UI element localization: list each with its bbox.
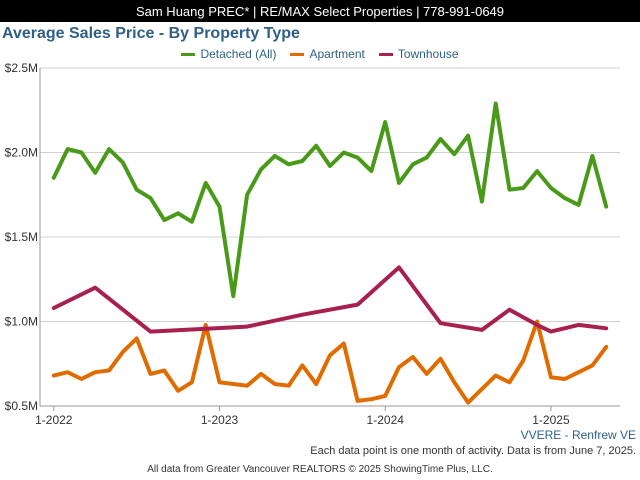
series-line-townhouse — [51, 265, 609, 334]
legend-item-detached[interactable]: Detached (All) — [181, 46, 276, 62]
series-lines — [51, 101, 609, 405]
agent-banner-text: Sam Huang PREC* | RE/MAX Select Properti… — [135, 3, 505, 19]
x-tick-label: 1-2025 — [532, 413, 570, 427]
region-label: VVERE - Renfrew VE — [520, 428, 636, 442]
series-line-detached-all — [51, 101, 609, 299]
data-credit: All data from Greater Vancouver REALTORS… — [147, 464, 493, 475]
axes: $0.5M $1.0M $1.5M $2.0M $2.5M 1-2022 1-2023 1-2… — [5, 61, 620, 427]
data-note: Each data point is one month of activity… — [310, 445, 636, 457]
plot-area: $0.5M $1.0M $1.5M $2.0M $2.5M 1-2022 1-2023 1-2… — [5, 61, 620, 427]
chart-legend: Detached (All) Apartment Townhouse — [0, 46, 640, 62]
y-tick-label: $1.0M — [5, 315, 38, 329]
legend-label-detached: Detached (All) — [200, 47, 277, 61]
chart-title: Average Sales Price - By Property Type — [2, 25, 300, 42]
series-line-apartment — [51, 319, 609, 405]
legend-swatch-apartment — [290, 52, 305, 56]
legend-item-apartment[interactable]: Apartment — [290, 46, 365, 62]
x-tick-label: 1-2022 — [35, 413, 73, 427]
y-tick-label: $1.5M — [5, 230, 38, 244]
legend-swatch-detached — [181, 52, 196, 56]
legend-label-apartment: Apartment — [309, 47, 365, 61]
x-tick-label: 1-2023 — [201, 413, 239, 427]
y-tick-label: $2.5M — [5, 61, 38, 75]
y-tick-label: $0.5M — [5, 399, 38, 413]
legend-item-townhouse[interactable]: Townhouse — [378, 46, 459, 62]
x-tick-label: 1-2024 — [367, 413, 405, 427]
y-tick-label: $2.0M — [5, 146, 38, 160]
agent-banner: Sam Huang PREC* | RE/MAX Select Properti… — [0, 0, 640, 22]
legend-label-townhouse: Townhouse — [397, 47, 459, 61]
legend-swatch-townhouse — [378, 52, 393, 56]
